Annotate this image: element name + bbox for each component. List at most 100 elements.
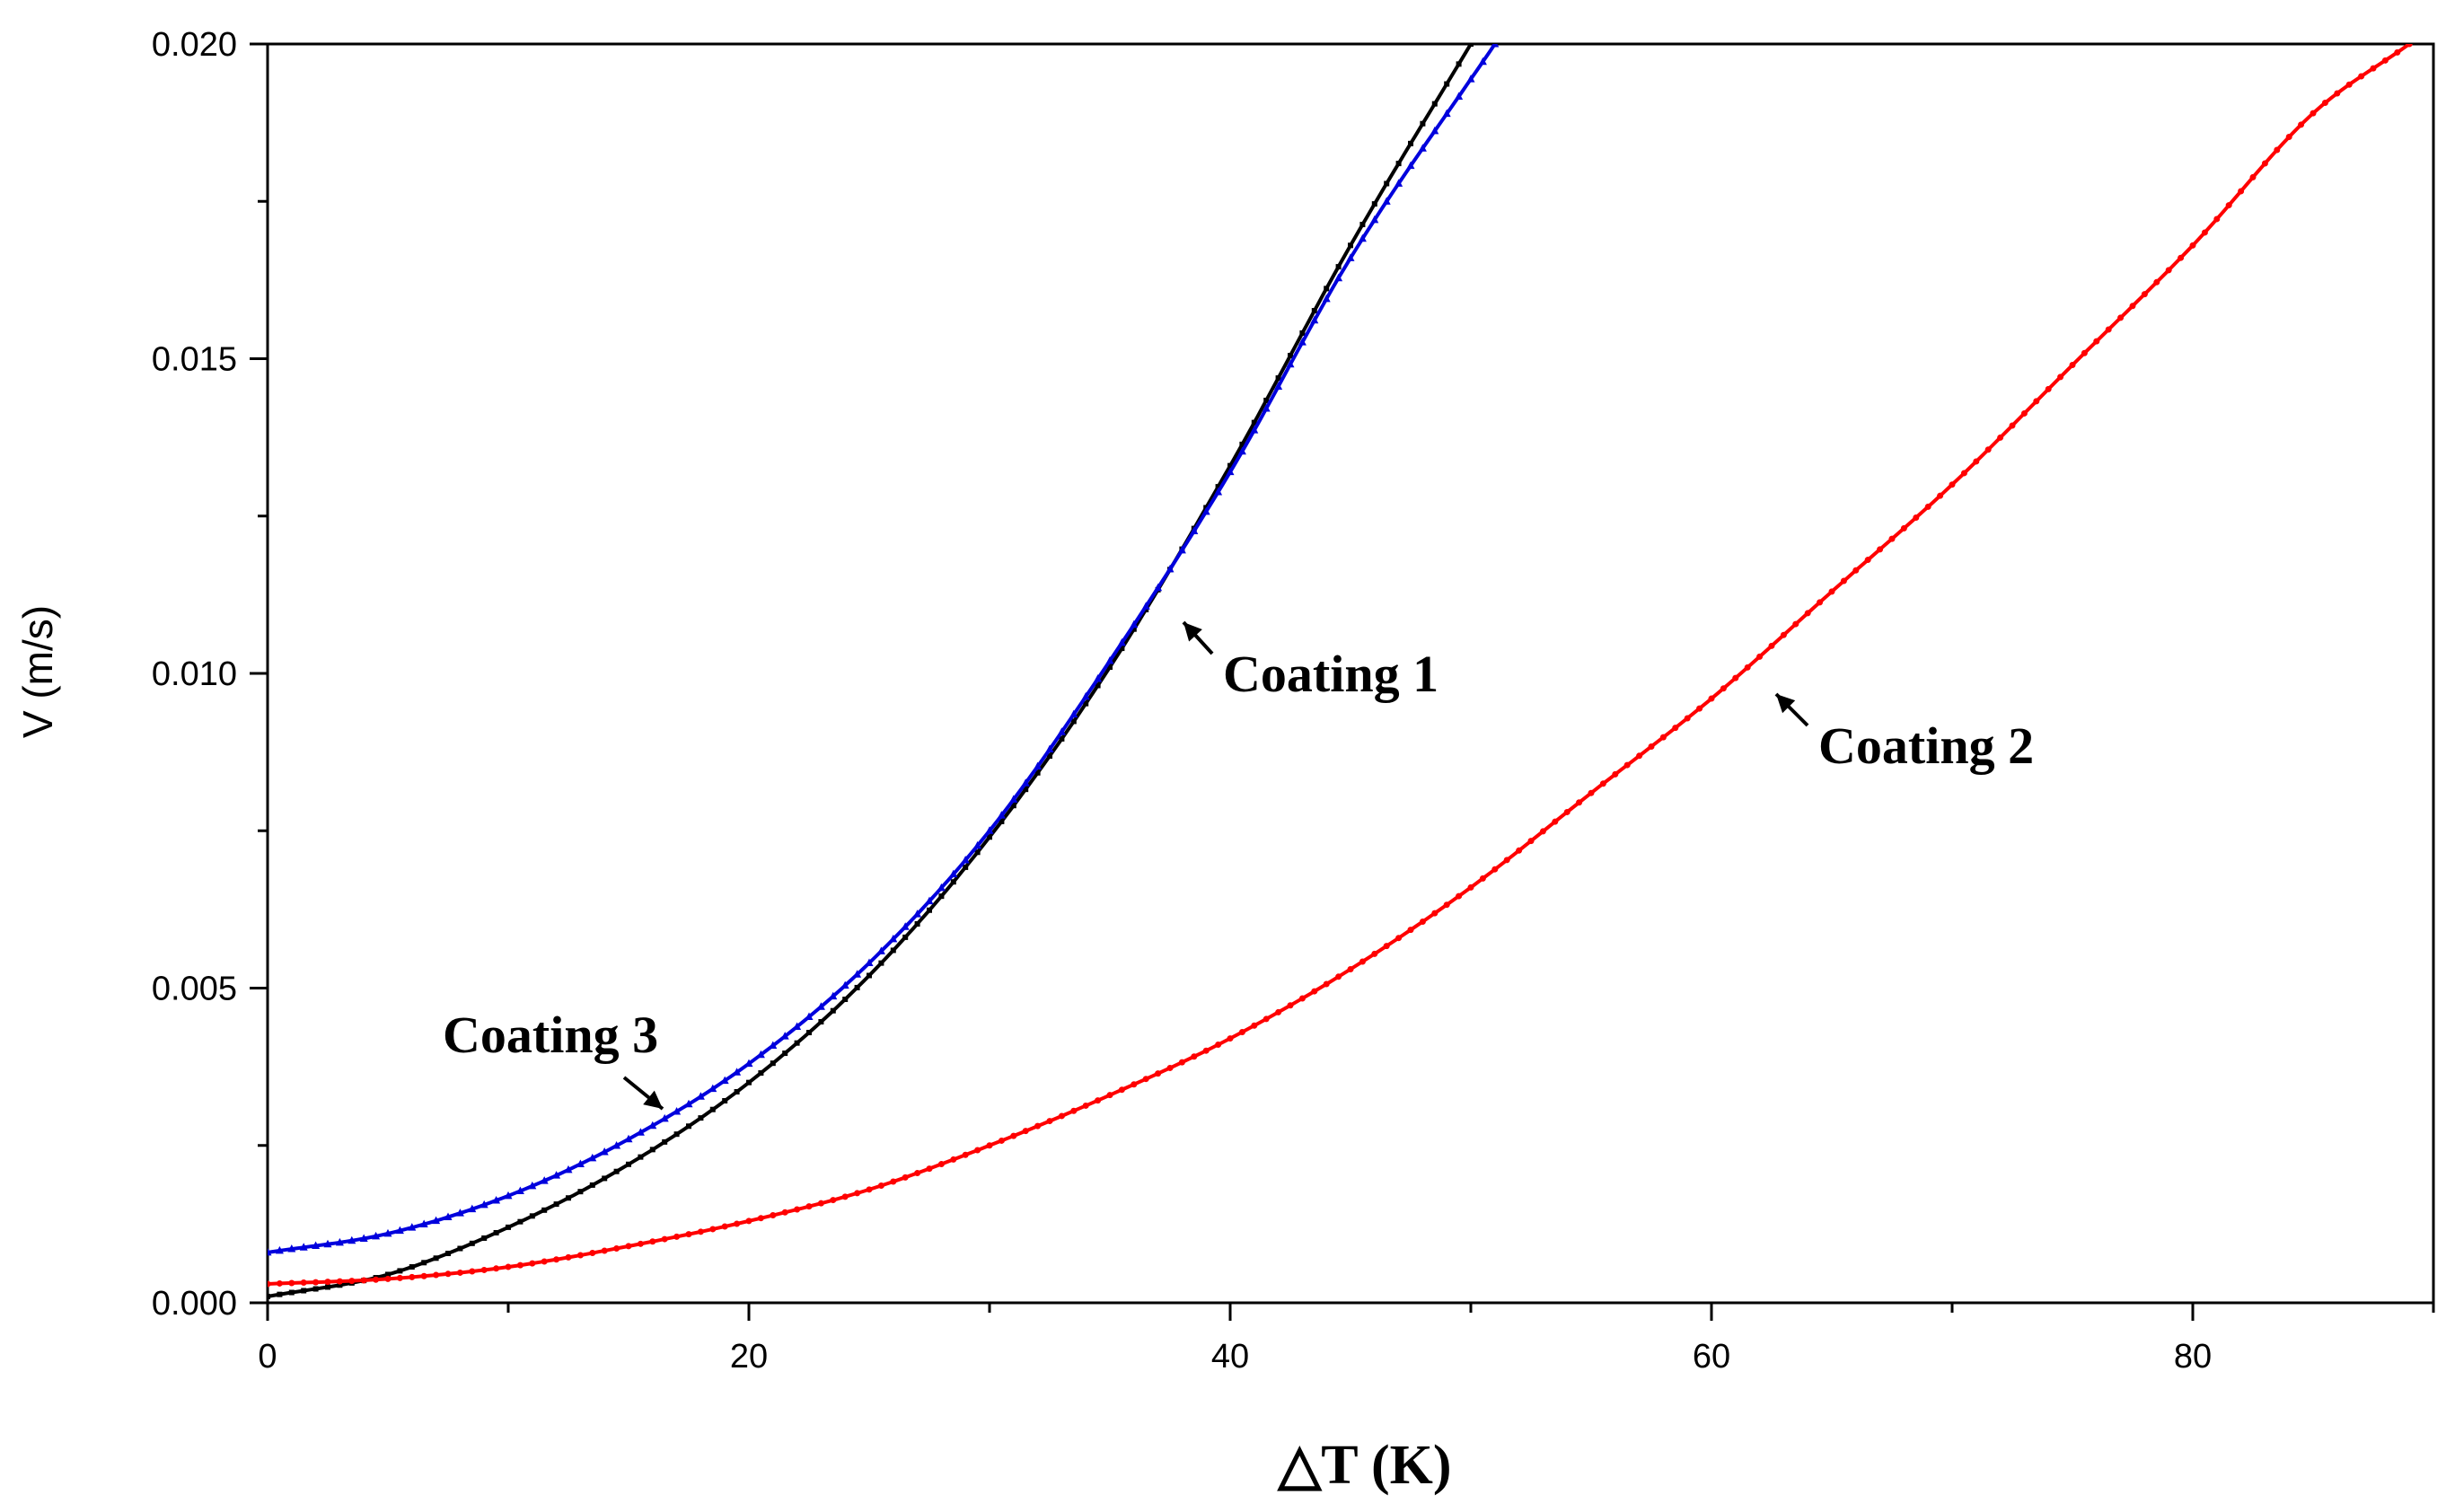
data-point (1021, 778, 1030, 787)
data-point (1659, 734, 1667, 741)
y-axis-title: V (m/s) (14, 605, 61, 738)
series-layer (268, 44, 2413, 1299)
data-point (1395, 935, 1403, 942)
data-point (1298, 338, 1307, 346)
data-point (1407, 927, 1414, 934)
data-point (312, 1279, 320, 1286)
data-point (805, 1203, 813, 1210)
arrow-head-icon (1183, 622, 1202, 642)
data-point (840, 980, 849, 989)
data-point (853, 970, 862, 978)
data-point (588, 1153, 597, 1162)
data-point (685, 1231, 692, 1238)
data-point (998, 1137, 1005, 1144)
data-point (1456, 892, 1463, 900)
data-point (325, 1284, 330, 1290)
data-point (744, 1059, 753, 1068)
data-point (733, 1068, 742, 1076)
data-point (1119, 646, 1125, 652)
data-point (2310, 110, 2317, 117)
data-point (2201, 229, 2208, 236)
data-point (1046, 1118, 1053, 1125)
data-point (268, 1293, 270, 1299)
data-point (1527, 838, 1535, 845)
data-point (1491, 44, 1500, 48)
data-point (565, 1253, 572, 1261)
data-point (288, 1289, 295, 1296)
data-point (927, 907, 932, 913)
data-point (480, 1200, 488, 1209)
data-point (1131, 1081, 1138, 1088)
data-point (1298, 995, 1306, 1002)
data-point (2298, 121, 2305, 128)
data-point (2129, 303, 2136, 310)
data-point (997, 811, 1006, 819)
data-point (937, 1161, 945, 1168)
data-point (517, 1218, 524, 1225)
data-point (505, 1263, 512, 1270)
annotations: Coating 1 Coating 2 Coating 3 (443, 620, 2034, 1111)
data-point (277, 1291, 283, 1297)
data-point (1466, 75, 1475, 83)
data-point (830, 1007, 836, 1014)
data-point (1418, 144, 1427, 152)
data-point (999, 818, 1005, 824)
data-point (469, 1268, 476, 1275)
data-point (1105, 655, 1114, 664)
data-point (1478, 57, 1487, 66)
data-point (877, 1182, 884, 1190)
data-point (673, 1106, 682, 1115)
data-point (1215, 484, 1221, 490)
data-point (1648, 743, 1655, 750)
data-point (734, 1088, 740, 1094)
data-point (638, 1154, 644, 1160)
data-point (1227, 462, 1233, 469)
data-point (660, 1113, 669, 1122)
data-point (1756, 653, 1764, 660)
data-point (758, 1070, 764, 1077)
data-point (553, 1201, 559, 1208)
data-point (1384, 180, 1390, 187)
data-point (1431, 101, 1438, 107)
data-point (1058, 1112, 1065, 1120)
data-point (1275, 375, 1281, 382)
data-point (2105, 326, 2112, 333)
data-point (2117, 314, 2125, 321)
data-point (1323, 980, 1330, 988)
data-point (1251, 1022, 1258, 1029)
data-point (268, 1247, 272, 1256)
data-point (926, 1165, 933, 1173)
data-point (626, 1161, 631, 1167)
data-point (348, 1278, 356, 1285)
data-point (1382, 197, 1391, 205)
data-point (373, 1276, 380, 1283)
data-point (1720, 685, 1727, 692)
data-point (1780, 631, 1787, 638)
data-point (1576, 799, 1583, 806)
data-point (1840, 577, 1847, 585)
data-point (360, 1277, 367, 1284)
data-point (268, 1280, 271, 1288)
data-point (781, 1209, 788, 1216)
data-point (348, 1235, 356, 1244)
data-point (493, 1265, 500, 1272)
data-point (408, 1223, 417, 1231)
data-point (287, 1244, 296, 1253)
data-point (409, 1264, 415, 1270)
data-point (1358, 233, 1367, 242)
data-point (745, 1218, 752, 1225)
data-point (2370, 65, 2377, 72)
data-point (1672, 725, 1679, 732)
data-point (1371, 201, 1377, 207)
data-point (372, 1231, 381, 1240)
data-point (950, 1156, 957, 1163)
data-point (1588, 789, 1595, 796)
data-point (1479, 875, 1486, 882)
data-point (2141, 291, 2148, 298)
data-point (1142, 1076, 1149, 1083)
data-point (662, 1138, 668, 1145)
data-point (625, 1243, 632, 1250)
data-point (1083, 700, 1089, 707)
data-point (613, 1244, 620, 1252)
data-point (359, 1234, 368, 1242)
